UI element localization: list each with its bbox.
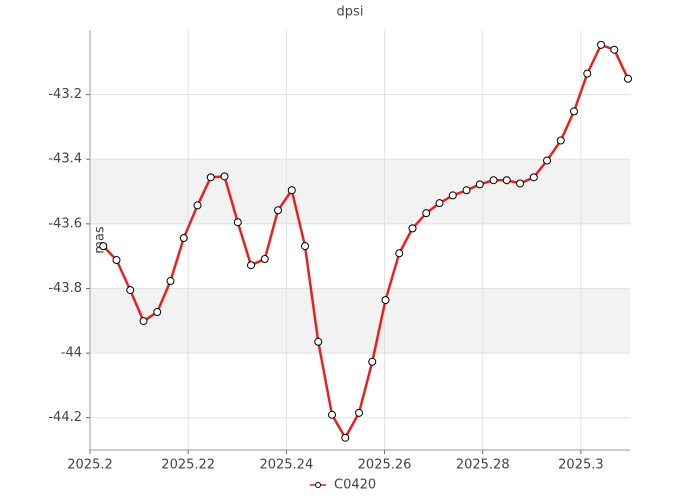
data-point xyxy=(570,107,579,116)
y-tick-label: -43.8 xyxy=(48,281,82,296)
data-point xyxy=(233,218,242,227)
data-point xyxy=(314,337,323,346)
data-point xyxy=(220,172,229,181)
legend-swatch xyxy=(315,482,321,488)
data-point xyxy=(556,136,565,145)
data-point xyxy=(166,277,175,286)
data-point xyxy=(422,209,431,218)
data-point xyxy=(610,45,619,54)
data-point xyxy=(247,261,256,270)
y-tick-label: -43.6 xyxy=(48,216,82,231)
data-point xyxy=(502,176,511,185)
x-tick-label: 2025.3 xyxy=(558,458,604,473)
data-point xyxy=(301,242,310,251)
data-point xyxy=(597,40,606,49)
x-tick-label: 2025.2 xyxy=(67,458,113,473)
data-point xyxy=(624,74,633,83)
grid-band xyxy=(90,288,630,354)
data-line xyxy=(102,43,630,439)
data-point xyxy=(408,224,417,233)
data-point xyxy=(381,296,390,305)
data-point xyxy=(112,256,121,265)
data-point xyxy=(489,176,498,185)
data-point xyxy=(395,249,404,258)
data-point xyxy=(462,186,471,195)
data-point xyxy=(287,186,296,195)
data-point xyxy=(139,317,148,326)
chart-title: dpsi xyxy=(337,5,364,20)
data-point xyxy=(448,191,457,200)
data-point xyxy=(274,206,283,215)
data-point xyxy=(368,357,377,366)
legend-label: C0420 xyxy=(334,478,376,493)
x-tick-label: 2025.26 xyxy=(358,458,412,473)
data-point xyxy=(583,69,592,78)
data-point xyxy=(328,410,337,419)
data-point xyxy=(435,199,444,208)
y-tick-label: -44 xyxy=(61,346,82,361)
data-point xyxy=(341,433,350,442)
data-point xyxy=(543,156,552,165)
data-point xyxy=(260,255,269,264)
y-tick-label: -43.4 xyxy=(48,152,82,167)
data-point xyxy=(475,180,484,189)
data-point xyxy=(193,201,202,210)
data-point xyxy=(529,173,538,182)
data-point xyxy=(126,286,135,295)
grid-band xyxy=(90,159,630,224)
data-point xyxy=(179,234,188,243)
data-point xyxy=(206,173,215,182)
y-tick-label: -43.2 xyxy=(48,87,82,102)
y-tick-label: -44.2 xyxy=(48,410,82,425)
data-point xyxy=(99,242,108,251)
data-point xyxy=(355,408,364,417)
data-point xyxy=(153,308,162,317)
x-tick-label: 2025.28 xyxy=(456,458,510,473)
x-tick-label: 2025.22 xyxy=(161,458,215,473)
data-point xyxy=(516,179,525,188)
x-tick-label: 2025.24 xyxy=(259,458,313,473)
